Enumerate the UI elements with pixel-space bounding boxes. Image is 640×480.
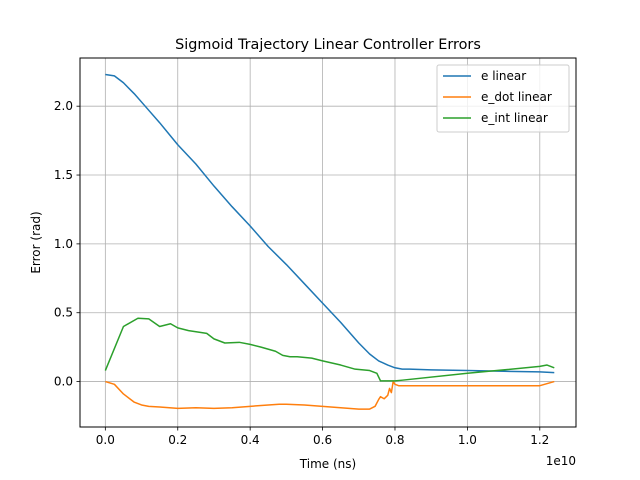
x-axis-offset-label: 1e10 xyxy=(546,454,576,468)
series-line-3 xyxy=(104,317,555,382)
series-lines xyxy=(104,73,555,410)
legend-label-2: e_dot linear xyxy=(481,90,552,104)
x-tick-label: 0.2 xyxy=(168,433,187,447)
axis-ticks: 0.0 0.2 0.4 0.6 0.8 1.0 1.2 0.0 0.5 1.0 1.5 2.0 xyxy=(54,99,549,447)
grid-lines xyxy=(80,58,576,427)
legend: e linear e_dot linear e_int linear xyxy=(436,64,570,133)
y-tick-label: 0.5 xyxy=(54,306,73,320)
plot-frame xyxy=(79,57,577,428)
y-tick-label: 2.0 xyxy=(54,99,73,113)
chart-title: Sigmoid Trajectory Linear Controller Err… xyxy=(175,37,481,53)
x-tick-label: 0.4 xyxy=(241,433,260,447)
x-tick-label: 0.8 xyxy=(385,433,404,447)
y-tick-label: 1.0 xyxy=(54,237,73,251)
x-tick-label: 1.2 xyxy=(530,433,549,447)
x-tick-label: 0.6 xyxy=(313,433,332,447)
y-tick-label: 1.5 xyxy=(54,168,73,182)
series-line-1 xyxy=(105,73,555,374)
legend-box xyxy=(436,64,570,133)
x-tick-label: 1.0 xyxy=(458,433,477,447)
y-tick-label: 0.0 xyxy=(54,375,73,389)
series-line-2 xyxy=(105,380,555,410)
y-axis-label: Error (rad) xyxy=(29,211,43,273)
legend-label-1: e linear xyxy=(481,69,526,83)
x-tick-label: 0.0 xyxy=(96,433,115,447)
x-axis-label: Time (ns) xyxy=(299,457,356,471)
legend-label-3: e_int linear xyxy=(481,111,548,125)
